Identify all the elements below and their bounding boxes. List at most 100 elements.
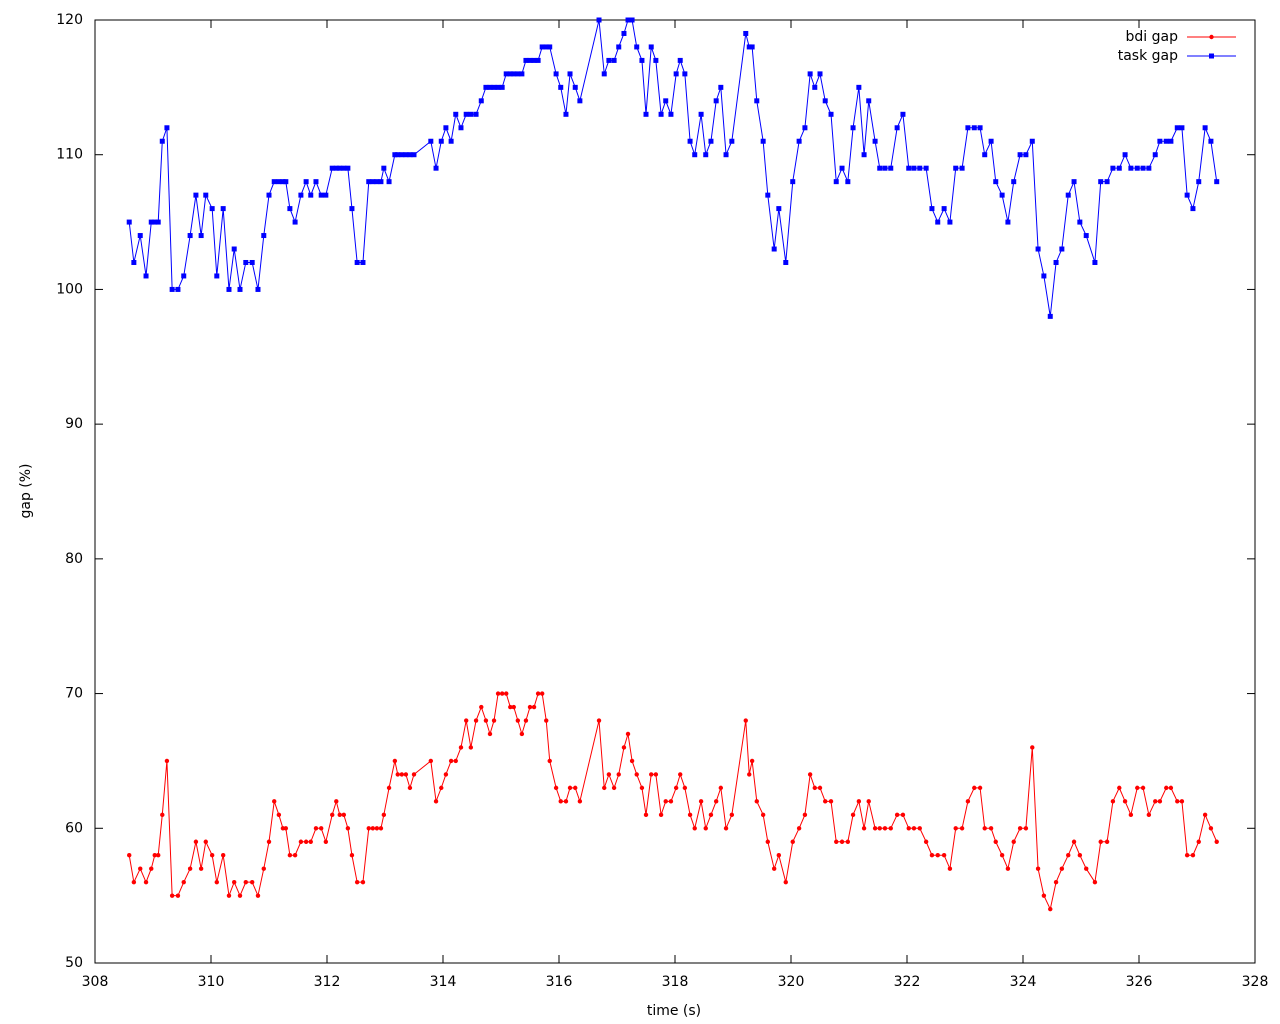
- marker: [308, 839, 313, 844]
- marker: [911, 165, 917, 171]
- marker: [1077, 853, 1083, 858]
- marker: [209, 206, 215, 212]
- marker: [850, 812, 856, 818]
- marker: [539, 691, 545, 696]
- marker: [220, 206, 226, 212]
- marker: [473, 718, 479, 723]
- plot-frame: [94, 19, 1256, 964]
- marker: [519, 71, 525, 77]
- marker: [203, 839, 208, 844]
- y-tick-label: 90: [65, 416, 83, 432]
- marker: [527, 704, 533, 710]
- marker: [982, 152, 988, 158]
- marker: [1153, 799, 1158, 804]
- marker: [839, 165, 845, 171]
- marker: [330, 812, 335, 818]
- x-axis-label: time (s): [647, 1003, 701, 1019]
- marker: [1146, 165, 1152, 171]
- marker: [303, 839, 309, 844]
- marker: [817, 785, 823, 791]
- marker: [187, 233, 193, 239]
- marker: [214, 273, 220, 279]
- marker: [971, 125, 977, 131]
- marker: [682, 785, 688, 791]
- marker: [511, 71, 517, 77]
- marker: [1005, 219, 1011, 225]
- x-tick-label: 314: [430, 974, 457, 990]
- marker: [370, 179, 376, 185]
- marker: [276, 179, 282, 185]
- marker: [567, 71, 573, 77]
- x-tick-label: 310: [198, 974, 225, 990]
- marker: [993, 839, 998, 844]
- marker: [283, 179, 289, 185]
- marker: [237, 893, 243, 898]
- marker: [283, 826, 289, 831]
- marker: [658, 812, 664, 818]
- marker: [743, 718, 748, 723]
- marker: [1071, 839, 1077, 844]
- marker: [1048, 906, 1053, 912]
- marker: [403, 152, 409, 158]
- y-tick-label: 50: [65, 955, 83, 971]
- marker: [531, 704, 537, 710]
- marker: [634, 44, 640, 50]
- marker: [386, 785, 392, 791]
- marker: [395, 772, 400, 777]
- marker: [143, 879, 149, 885]
- marker: [573, 785, 578, 791]
- marker: [1208, 138, 1214, 144]
- marker: [1083, 233, 1089, 239]
- marker: [1157, 138, 1163, 144]
- marker: [639, 57, 645, 63]
- marker: [673, 785, 679, 791]
- marker: [692, 826, 697, 831]
- marker: [479, 704, 484, 710]
- marker: [232, 879, 237, 885]
- marker: [723, 152, 729, 158]
- marker: [443, 772, 449, 777]
- y-tick-label: 80: [65, 551, 83, 567]
- marker: [616, 772, 621, 777]
- marker: [1179, 125, 1185, 131]
- marker: [531, 57, 537, 63]
- marker: [1041, 273, 1047, 279]
- marker: [547, 44, 553, 50]
- x-tick-label: 318: [662, 974, 689, 990]
- marker: [749, 44, 755, 50]
- marker: [399, 152, 405, 158]
- marker: [428, 758, 434, 764]
- marker: [917, 165, 923, 171]
- marker: [1157, 799, 1163, 804]
- marker: [708, 138, 714, 144]
- marker: [438, 138, 444, 144]
- marker: [673, 71, 679, 77]
- marker: [1214, 839, 1219, 844]
- marker: [760, 138, 766, 144]
- marker: [504, 691, 509, 696]
- marker: [988, 826, 994, 831]
- marker: [850, 125, 856, 131]
- marker: [138, 866, 143, 871]
- marker: [523, 57, 529, 63]
- marker: [977, 785, 983, 791]
- marker: [1110, 165, 1116, 171]
- marker: [298, 192, 304, 198]
- marker: [828, 111, 834, 117]
- marker: [378, 179, 384, 185]
- marker: [464, 718, 469, 723]
- marker: [448, 138, 454, 144]
- marker: [953, 165, 959, 171]
- marker: [395, 152, 401, 158]
- marker: [298, 839, 304, 844]
- marker: [428, 138, 434, 144]
- marker: [553, 71, 559, 77]
- marker: [678, 772, 683, 777]
- marker: [411, 152, 417, 158]
- marker: [668, 111, 674, 117]
- marker: [503, 71, 509, 77]
- marker: [776, 206, 782, 212]
- marker: [648, 44, 654, 50]
- marker: [313, 826, 319, 831]
